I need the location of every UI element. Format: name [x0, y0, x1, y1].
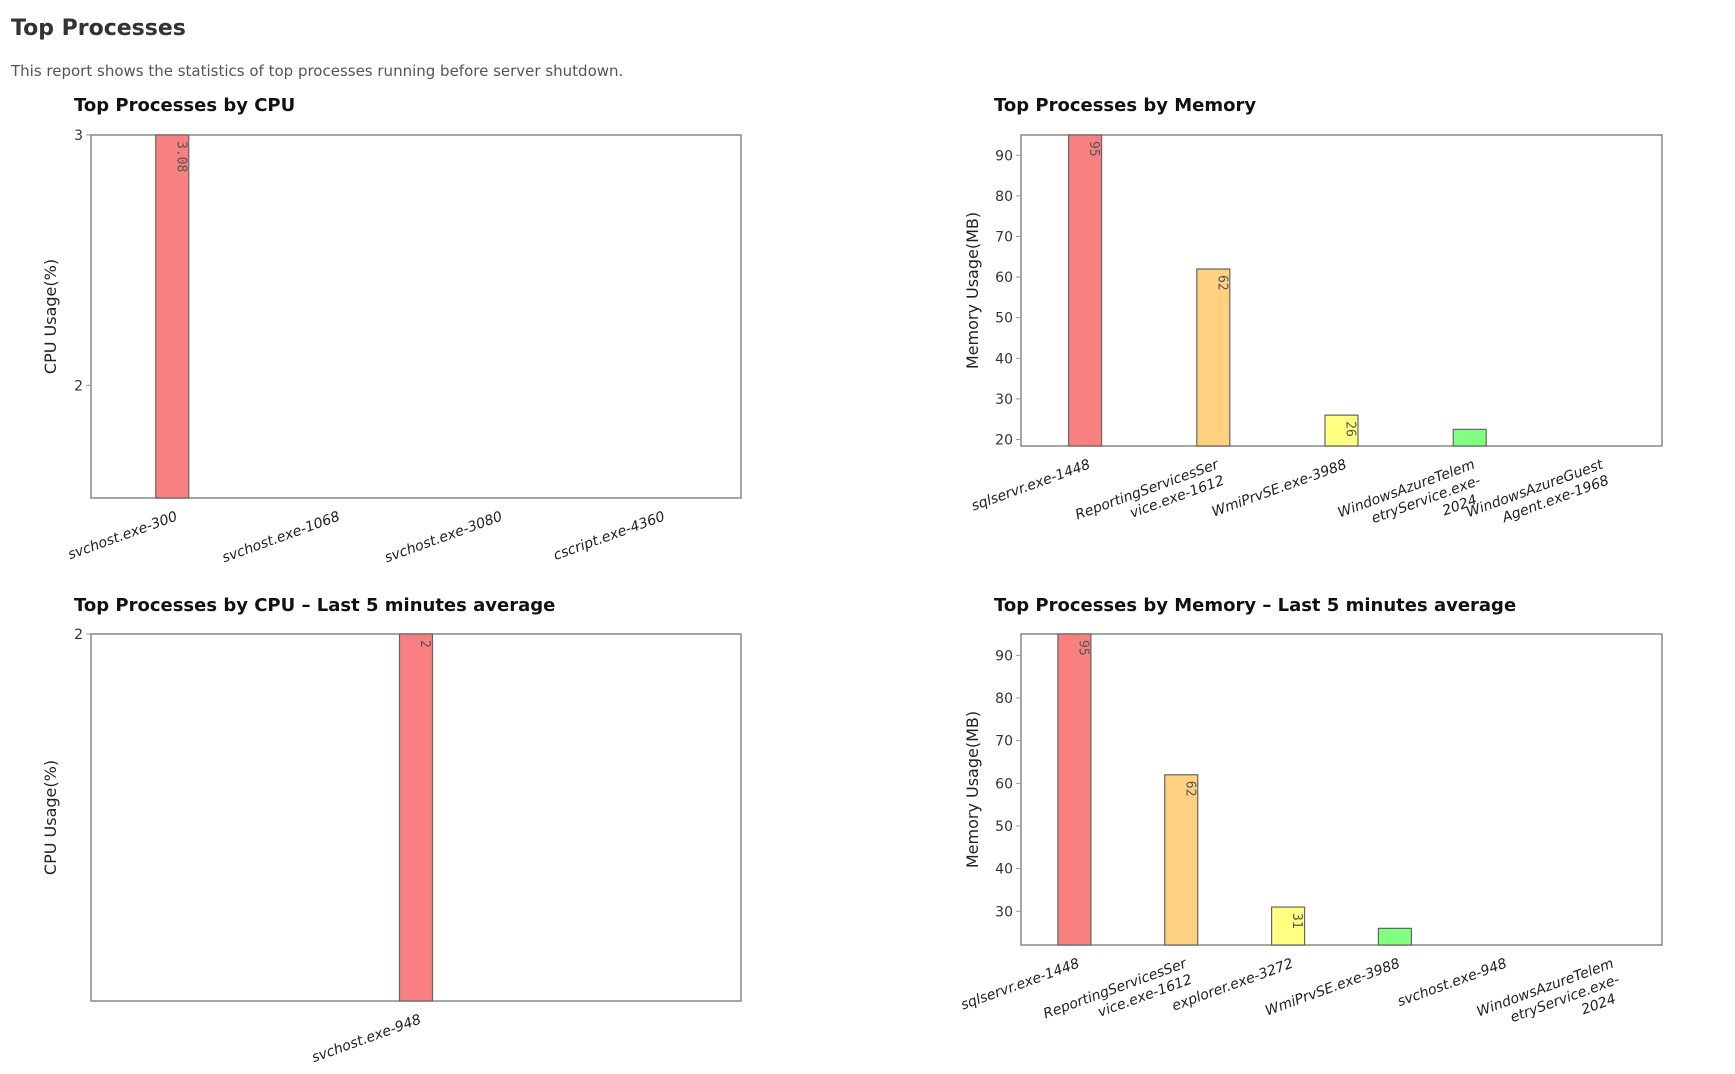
bar	[1324, 414, 1359, 447]
bar	[1452, 428, 1487, 447]
bar-value-label: 62	[1214, 275, 1229, 291]
x-tick-label: WindowsAzureGuestAgent.exe-1968	[1464, 457, 1611, 537]
y-tick-label: 40	[995, 351, 1013, 367]
x-tick-label: WmiPrvSE.exe-3988	[1210, 457, 1349, 521]
x-tick-label: sqlservr.exe-1448	[969, 457, 1092, 515]
x-tick-label-line: svchost.exe-948	[310, 1012, 424, 1066]
plot-area	[90, 134, 742, 499]
y-tick-label: 50	[995, 311, 1013, 327]
y-tick-label: 60	[995, 270, 1013, 286]
y-tick-label: 20	[995, 433, 1013, 449]
bar	[1067, 134, 1103, 447]
x-tick-label-line: sqlservr.exe-1448	[969, 457, 1092, 515]
x-tick-label: svchost.exe-300	[66, 509, 180, 563]
y-axis-label: CPU Usage(%)	[41, 760, 60, 875]
bar-value-label: 2	[417, 640, 432, 648]
bar	[1270, 906, 1306, 946]
bar-value-label: 62	[1182, 781, 1197, 797]
page-description: This report shows the statistics of top …	[11, 62, 624, 80]
y-tick-label: 30	[995, 392, 1013, 408]
chart-2: 2 CPU Usage(%) 2 svchost.exe-948	[41, 627, 742, 1066]
x-tick-label: ReportingServicesService.exe-1612	[1073, 456, 1227, 539]
chart-0: 2 3 CPU Usage(%) 3.08 svchost.exe-300 svchost…	[41, 128, 742, 567]
y-tick-label: 60	[995, 776, 1013, 792]
bar	[1057, 633, 1092, 946]
chart-title-memory-5min: Top Processes by Memory – Last 5 minutes…	[994, 595, 1517, 616]
x-tick-label-line: svchost.exe-300	[66, 509, 180, 563]
page-title: Top Processes	[11, 16, 186, 41]
chart-1: 20 30 40 50 60 70 80 90 Memory Usage(MB) 95 sqlser…	[963, 134, 1663, 539]
y-tick-label: 70	[995, 734, 1013, 750]
chart-title-cpu-5min: Top Processes by CPU – Last 5 minutes av…	[74, 595, 556, 616]
x-tick-label: cscript.exe-4360	[551, 509, 667, 564]
y-tick-label: 80	[995, 189, 1013, 205]
chart-title-memory: Top Processes by Memory	[994, 95, 1257, 116]
y-axis-label: Memory Usage(MB)	[963, 711, 982, 868]
chart-title-cpu: Top Processes by CPU	[74, 95, 296, 116]
y-tick-label: 50	[995, 819, 1013, 835]
bar	[1377, 927, 1413, 946]
x-tick-label-line: svchost.exe-3080	[382, 509, 504, 567]
y-tick-label: 30	[995, 904, 1013, 920]
bar	[1164, 774, 1199, 946]
y-tick-label: 70	[995, 230, 1013, 246]
x-tick-label-line: WmiPrvSE.exe-3988	[1210, 457, 1349, 521]
y-tick-label: 2	[74, 627, 83, 643]
y-tick-label: 90	[995, 648, 1013, 664]
bar-value-label: 3.08	[173, 141, 188, 172]
x-tick-label-line: cscript.exe-4360	[551, 509, 667, 564]
bar-value-label: 31	[1289, 913, 1304, 929]
x-tick-label: svchost.exe-948	[310, 1012, 424, 1066]
bar	[398, 633, 434, 1002]
y-axis-label: Memory Usage(MB)	[963, 212, 982, 369]
y-tick-label: 80	[995, 691, 1013, 707]
y-tick-label: 3	[74, 128, 83, 144]
bar	[1196, 268, 1231, 447]
bar	[155, 134, 190, 499]
x-tick-label: svchost.exe-1068	[220, 509, 342, 567]
x-tick-label: svchost.exe-3080	[382, 509, 504, 567]
x-tick-label-line: svchost.exe-1068	[220, 509, 342, 567]
y-axis-label: CPU Usage(%)	[41, 259, 60, 374]
plot-area	[1020, 134, 1663, 447]
bar-value-label: 95	[1086, 141, 1101, 157]
y-tick-label: 40	[995, 862, 1013, 878]
y-tick-label: 2	[74, 378, 83, 394]
plot-area	[1020, 633, 1663, 946]
bar-value-label: 95	[1075, 640, 1090, 656]
y-tick-label: 90	[995, 148, 1013, 164]
bar-value-label: 26	[1343, 421, 1358, 437]
